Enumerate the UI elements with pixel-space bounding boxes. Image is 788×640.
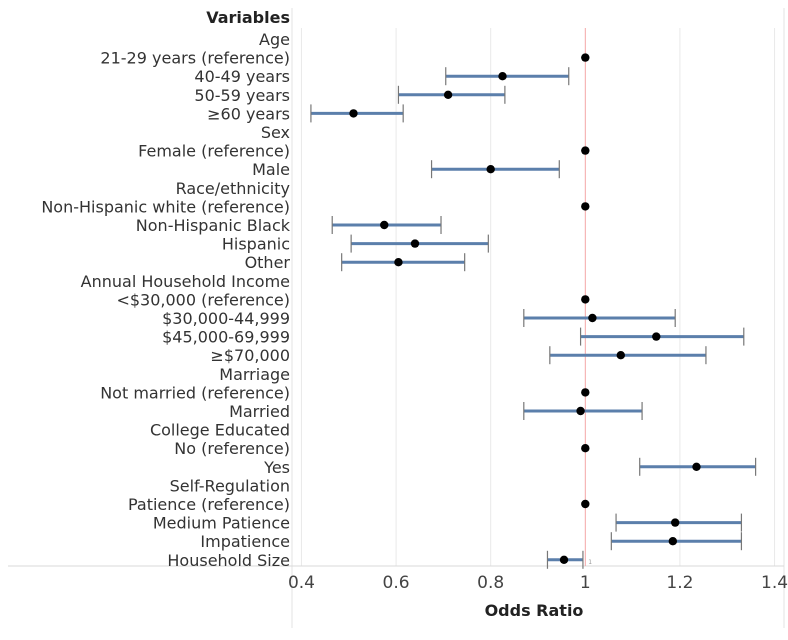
row-label: Yes <box>263 458 290 477</box>
odds-ratio-point <box>692 462 701 471</box>
odds-ratio-point <box>443 90 453 100</box>
row-label: ≥$70,000 <box>210 346 290 365</box>
grid-layer <box>300 28 776 566</box>
x-axis-title: Odds Ratio <box>485 601 584 620</box>
odds-ratio-point <box>380 220 389 230</box>
ci-whisker <box>523 309 676 327</box>
ci-whisker <box>430 160 560 179</box>
odds-ratio-point <box>581 295 590 304</box>
row-label: Male <box>252 160 290 179</box>
row-label: Impatience <box>200 532 290 551</box>
x-tick-label: 0.4 <box>288 573 315 593</box>
row-label: Patience (reference) <box>128 495 290 514</box>
odds-ratio-point <box>652 332 661 341</box>
odds-ratio-point <box>616 351 625 360</box>
row-label: Female (reference) <box>138 142 290 161</box>
row-label: Non-Hispanic white (reference) <box>41 197 290 216</box>
odds-ratio-point <box>559 555 569 564</box>
odds-ratio-point <box>581 146 590 155</box>
odds-ratio-point <box>581 202 590 211</box>
ci-whisker <box>350 234 489 253</box>
ci-whisker <box>549 346 707 365</box>
row-label: Hispanic <box>222 235 290 254</box>
row-label: Household Size <box>167 551 290 570</box>
odds-ratio-point <box>576 406 585 416</box>
confidence-intervals <box>310 67 757 569</box>
column-header: Variables <box>206 8 290 27</box>
odds-ratio-point <box>498 72 507 81</box>
x-tick-label: 0.6 <box>383 573 410 593</box>
x-tick-label: 1.2 <box>666 573 693 593</box>
row-label: Age <box>259 30 290 49</box>
odds-ratio-point <box>394 258 403 267</box>
x-tick-label: 0.8 <box>477 573 504 593</box>
odds-ratio-point <box>668 537 678 546</box>
row-label: 40-49 years <box>194 67 290 86</box>
row-label: Medium Patience <box>153 514 290 533</box>
odds-ratio-point <box>581 444 590 453</box>
row-label: Married <box>229 402 290 421</box>
row-label: ≥60 years <box>207 104 290 123</box>
x-tick-label: 1 <box>580 573 591 593</box>
row-label: Marriage <box>219 365 290 384</box>
odds-ratio-point <box>588 313 597 323</box>
row-label: Annual Household Income <box>81 272 290 291</box>
row-label: Non-Hispanic Black <box>136 216 291 235</box>
odds-ratio-point <box>670 518 680 527</box>
row-label: Other <box>245 253 291 272</box>
row-label: $30,000-44,999 <box>162 309 290 328</box>
reference-line-label: 1 <box>588 559 592 566</box>
row-label: 50-59 years <box>194 86 290 105</box>
row-label: Self-Regulation <box>170 476 290 495</box>
row-label: No (reference) <box>174 439 290 458</box>
row-label: <$30,000 (reference) <box>116 290 290 309</box>
row-label: College Educated <box>150 421 290 440</box>
row-label: Sex <box>261 123 290 142</box>
ci-whisker <box>341 253 466 272</box>
odds-ratio-point <box>410 239 420 248</box>
x-tick-label: 1.4 <box>761 573 788 593</box>
row-label: Not married (reference) <box>100 383 290 402</box>
odds-ratio-point <box>349 109 358 118</box>
point-estimates <box>349 53 701 564</box>
odds-ratio-point <box>581 499 590 509</box>
odds-ratio-point <box>486 165 495 174</box>
x-axis-ticks: 0.4 0.6 0.8 1 1.2 1.4 <box>288 573 788 593</box>
ci-whisker <box>579 327 745 346</box>
row-label: 21-29 years (reference) <box>100 49 290 68</box>
ci-whisker <box>445 67 570 86</box>
odds-ratio-point <box>581 53 590 62</box>
row-label: $45,000-69,999 <box>162 328 290 347</box>
row-label: Race/ethnicity <box>176 179 290 198</box>
odds-ratio-point <box>581 388 590 397</box>
